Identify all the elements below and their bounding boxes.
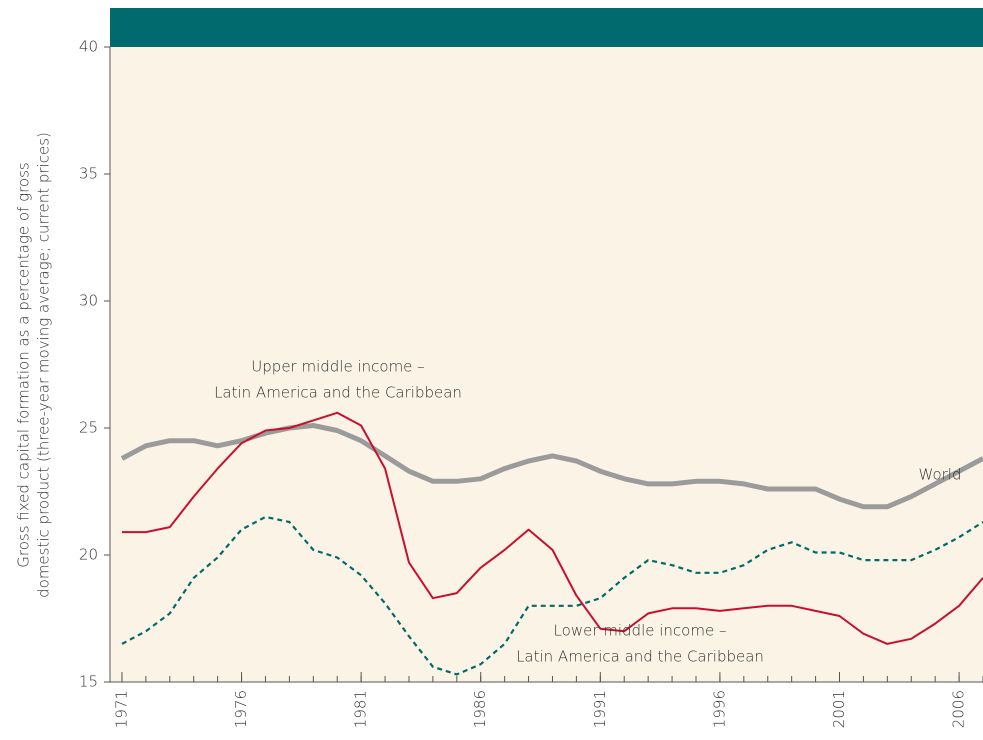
series-line: [122, 411, 983, 645]
x-tick-label: 1996: [710, 690, 728, 728]
plot-area: [110, 47, 983, 682]
x-tick-label: 1976: [232, 690, 250, 728]
y-tick-label: 35: [79, 165, 98, 183]
y-axis-title: Gross fixed capital formation as a perce…: [15, 132, 53, 598]
header-band: [110, 8, 983, 47]
y-tick-label: 15: [79, 673, 98, 691]
annotation: Latin America and the Caribbean: [516, 648, 764, 666]
x-tick-label: 1991: [591, 690, 609, 728]
y-axis-title-line: domestic product (three-year moving aver…: [35, 132, 53, 598]
y-tick-label: 40: [79, 38, 98, 56]
annotation: World: [919, 466, 962, 484]
x-tick-label: 1971: [112, 690, 130, 728]
x-tick-label: 2001: [830, 690, 848, 728]
y-tick-label: 25: [79, 419, 98, 437]
x-tick-label: 1986: [471, 690, 489, 728]
annotation: Lower middle income –: [554, 622, 727, 640]
y-tick-label: 30: [79, 292, 98, 310]
x-tick-label: 2006: [950, 690, 968, 728]
series-line: [121, 515, 983, 676]
series-line: [120, 423, 983, 510]
y-axis-title-line: Gross fixed capital formation as a perce…: [15, 162, 33, 567]
x-tick-label: 1981: [352, 690, 370, 728]
annotation: Upper middle income –: [251, 358, 424, 376]
y-tick-label: 20: [79, 546, 98, 564]
annotation: Latin America and the Caribbean: [214, 384, 462, 402]
